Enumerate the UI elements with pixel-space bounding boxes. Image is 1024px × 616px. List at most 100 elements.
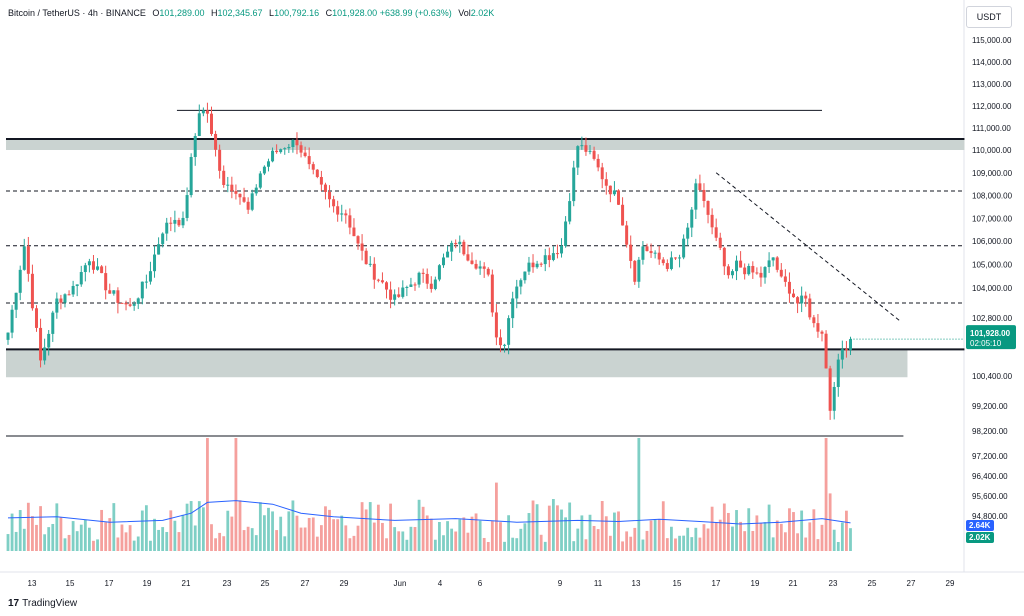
time-tick-label: 29 bbox=[946, 579, 955, 588]
volume-value-label: 2.02K bbox=[969, 533, 991, 542]
candle-body bbox=[661, 259, 665, 264]
tradingview-logo[interactable]: 17 TradingView bbox=[8, 598, 77, 609]
candle-body bbox=[564, 221, 568, 246]
volume-bar bbox=[10, 513, 14, 551]
volume-bar bbox=[173, 520, 177, 551]
volume-bar bbox=[470, 516, 474, 551]
volume-bar bbox=[682, 535, 686, 551]
price-tick-label: 114,000.00 bbox=[972, 58, 1012, 67]
price-tick-label: 115,000.00 bbox=[972, 36, 1012, 45]
candle-body bbox=[283, 148, 287, 150]
volume-bar bbox=[584, 539, 588, 551]
candle-body bbox=[767, 260, 771, 268]
volume-bar bbox=[348, 538, 352, 551]
time-tick-label: 4 bbox=[438, 579, 443, 588]
candle-body bbox=[446, 251, 450, 258]
candle-body bbox=[262, 166, 266, 174]
candle-body bbox=[116, 290, 120, 303]
candle-body bbox=[669, 257, 673, 269]
candle-body bbox=[413, 284, 417, 286]
symbol-title[interactable]: Bitcoin / TetherUS · 4h · BINANCE bbox=[8, 8, 146, 18]
volume-bar bbox=[560, 509, 563, 551]
time-tick-label: 13 bbox=[28, 579, 37, 588]
candle-body bbox=[250, 193, 254, 210]
time-tick-label: 15 bbox=[673, 579, 682, 588]
candle-body bbox=[466, 254, 470, 261]
candle-body bbox=[291, 139, 295, 148]
volume-bar bbox=[43, 534, 47, 551]
currency-button[interactable]: USDT bbox=[966, 6, 1012, 28]
candle-body bbox=[625, 225, 629, 245]
volume-bar bbox=[303, 527, 307, 551]
candle-body bbox=[743, 267, 747, 275]
volume-bar bbox=[482, 537, 486, 551]
high-key: H bbox=[210, 8, 218, 18]
volume-bar bbox=[755, 515, 759, 551]
volume-bar bbox=[79, 524, 83, 551]
volume-bar bbox=[222, 536, 226, 551]
candle-body bbox=[254, 187, 258, 194]
close-value: 101,928.00 bbox=[332, 8, 378, 18]
volume-bar bbox=[385, 538, 388, 551]
volume-bar bbox=[657, 519, 661, 551]
volume-bar bbox=[315, 536, 319, 551]
volume-bar bbox=[340, 515, 344, 551]
volume-bar bbox=[405, 539, 409, 551]
candle-body bbox=[682, 238, 686, 258]
volume-bar bbox=[409, 526, 413, 551]
volume-bar bbox=[51, 523, 55, 551]
candle-body bbox=[433, 279, 437, 289]
candle-body bbox=[43, 347, 47, 361]
volume-bar bbox=[124, 532, 128, 551]
time-tick-label: 25 bbox=[261, 579, 270, 588]
volume-bar bbox=[328, 509, 331, 551]
volume-bar bbox=[364, 509, 368, 551]
time-tick-label: Jun bbox=[394, 579, 407, 588]
candle-body bbox=[775, 257, 779, 270]
candle-body bbox=[177, 219, 181, 226]
candle-body bbox=[702, 189, 706, 202]
price-tick-label: 108,000.00 bbox=[972, 192, 1013, 201]
volume-bar bbox=[629, 536, 633, 551]
volume-bar bbox=[433, 539, 437, 551]
volume-bar bbox=[360, 502, 364, 551]
volume-bar bbox=[267, 507, 270, 551]
volume-bar bbox=[828, 493, 832, 551]
volume-bar bbox=[519, 528, 523, 551]
volume-bar bbox=[527, 513, 531, 551]
candle-body bbox=[242, 197, 246, 202]
volume-bar bbox=[161, 527, 165, 551]
candle-body bbox=[779, 269, 783, 277]
volume-bar bbox=[356, 525, 360, 551]
candle-body bbox=[421, 272, 425, 274]
volume-bar bbox=[26, 502, 30, 551]
last-price-tag bbox=[966, 325, 1016, 350]
volume-ma-line bbox=[7, 500, 851, 525]
candle-body bbox=[657, 252, 661, 260]
support-resistance-zone bbox=[6, 139, 965, 150]
price-tick-label: 95,600.00 bbox=[972, 492, 1008, 501]
candle-body bbox=[234, 191, 238, 194]
volume-bar bbox=[214, 538, 217, 551]
candle-body bbox=[6, 332, 10, 340]
volume-bar bbox=[376, 504, 380, 551]
volume-bar bbox=[849, 528, 852, 551]
volume-bar bbox=[674, 538, 677, 551]
volume-bar bbox=[743, 531, 747, 551]
volume-bar bbox=[564, 517, 567, 551]
volume-bar bbox=[116, 537, 120, 551]
time-tick-label: 6 bbox=[478, 579, 483, 588]
volume-bar bbox=[397, 531, 401, 551]
volume-bar bbox=[6, 534, 10, 551]
time-tick-label: 13 bbox=[632, 579, 641, 588]
candle-body bbox=[271, 150, 275, 162]
price-tick-label: 102,800.00 bbox=[972, 314, 1013, 323]
volume-bar bbox=[319, 525, 323, 551]
candle-body bbox=[364, 250, 368, 265]
volume-bar bbox=[710, 506, 714, 551]
volume-bar bbox=[568, 502, 572, 551]
volume-bar bbox=[503, 541, 506, 551]
candle-body bbox=[596, 158, 600, 168]
candle-body bbox=[311, 164, 315, 170]
